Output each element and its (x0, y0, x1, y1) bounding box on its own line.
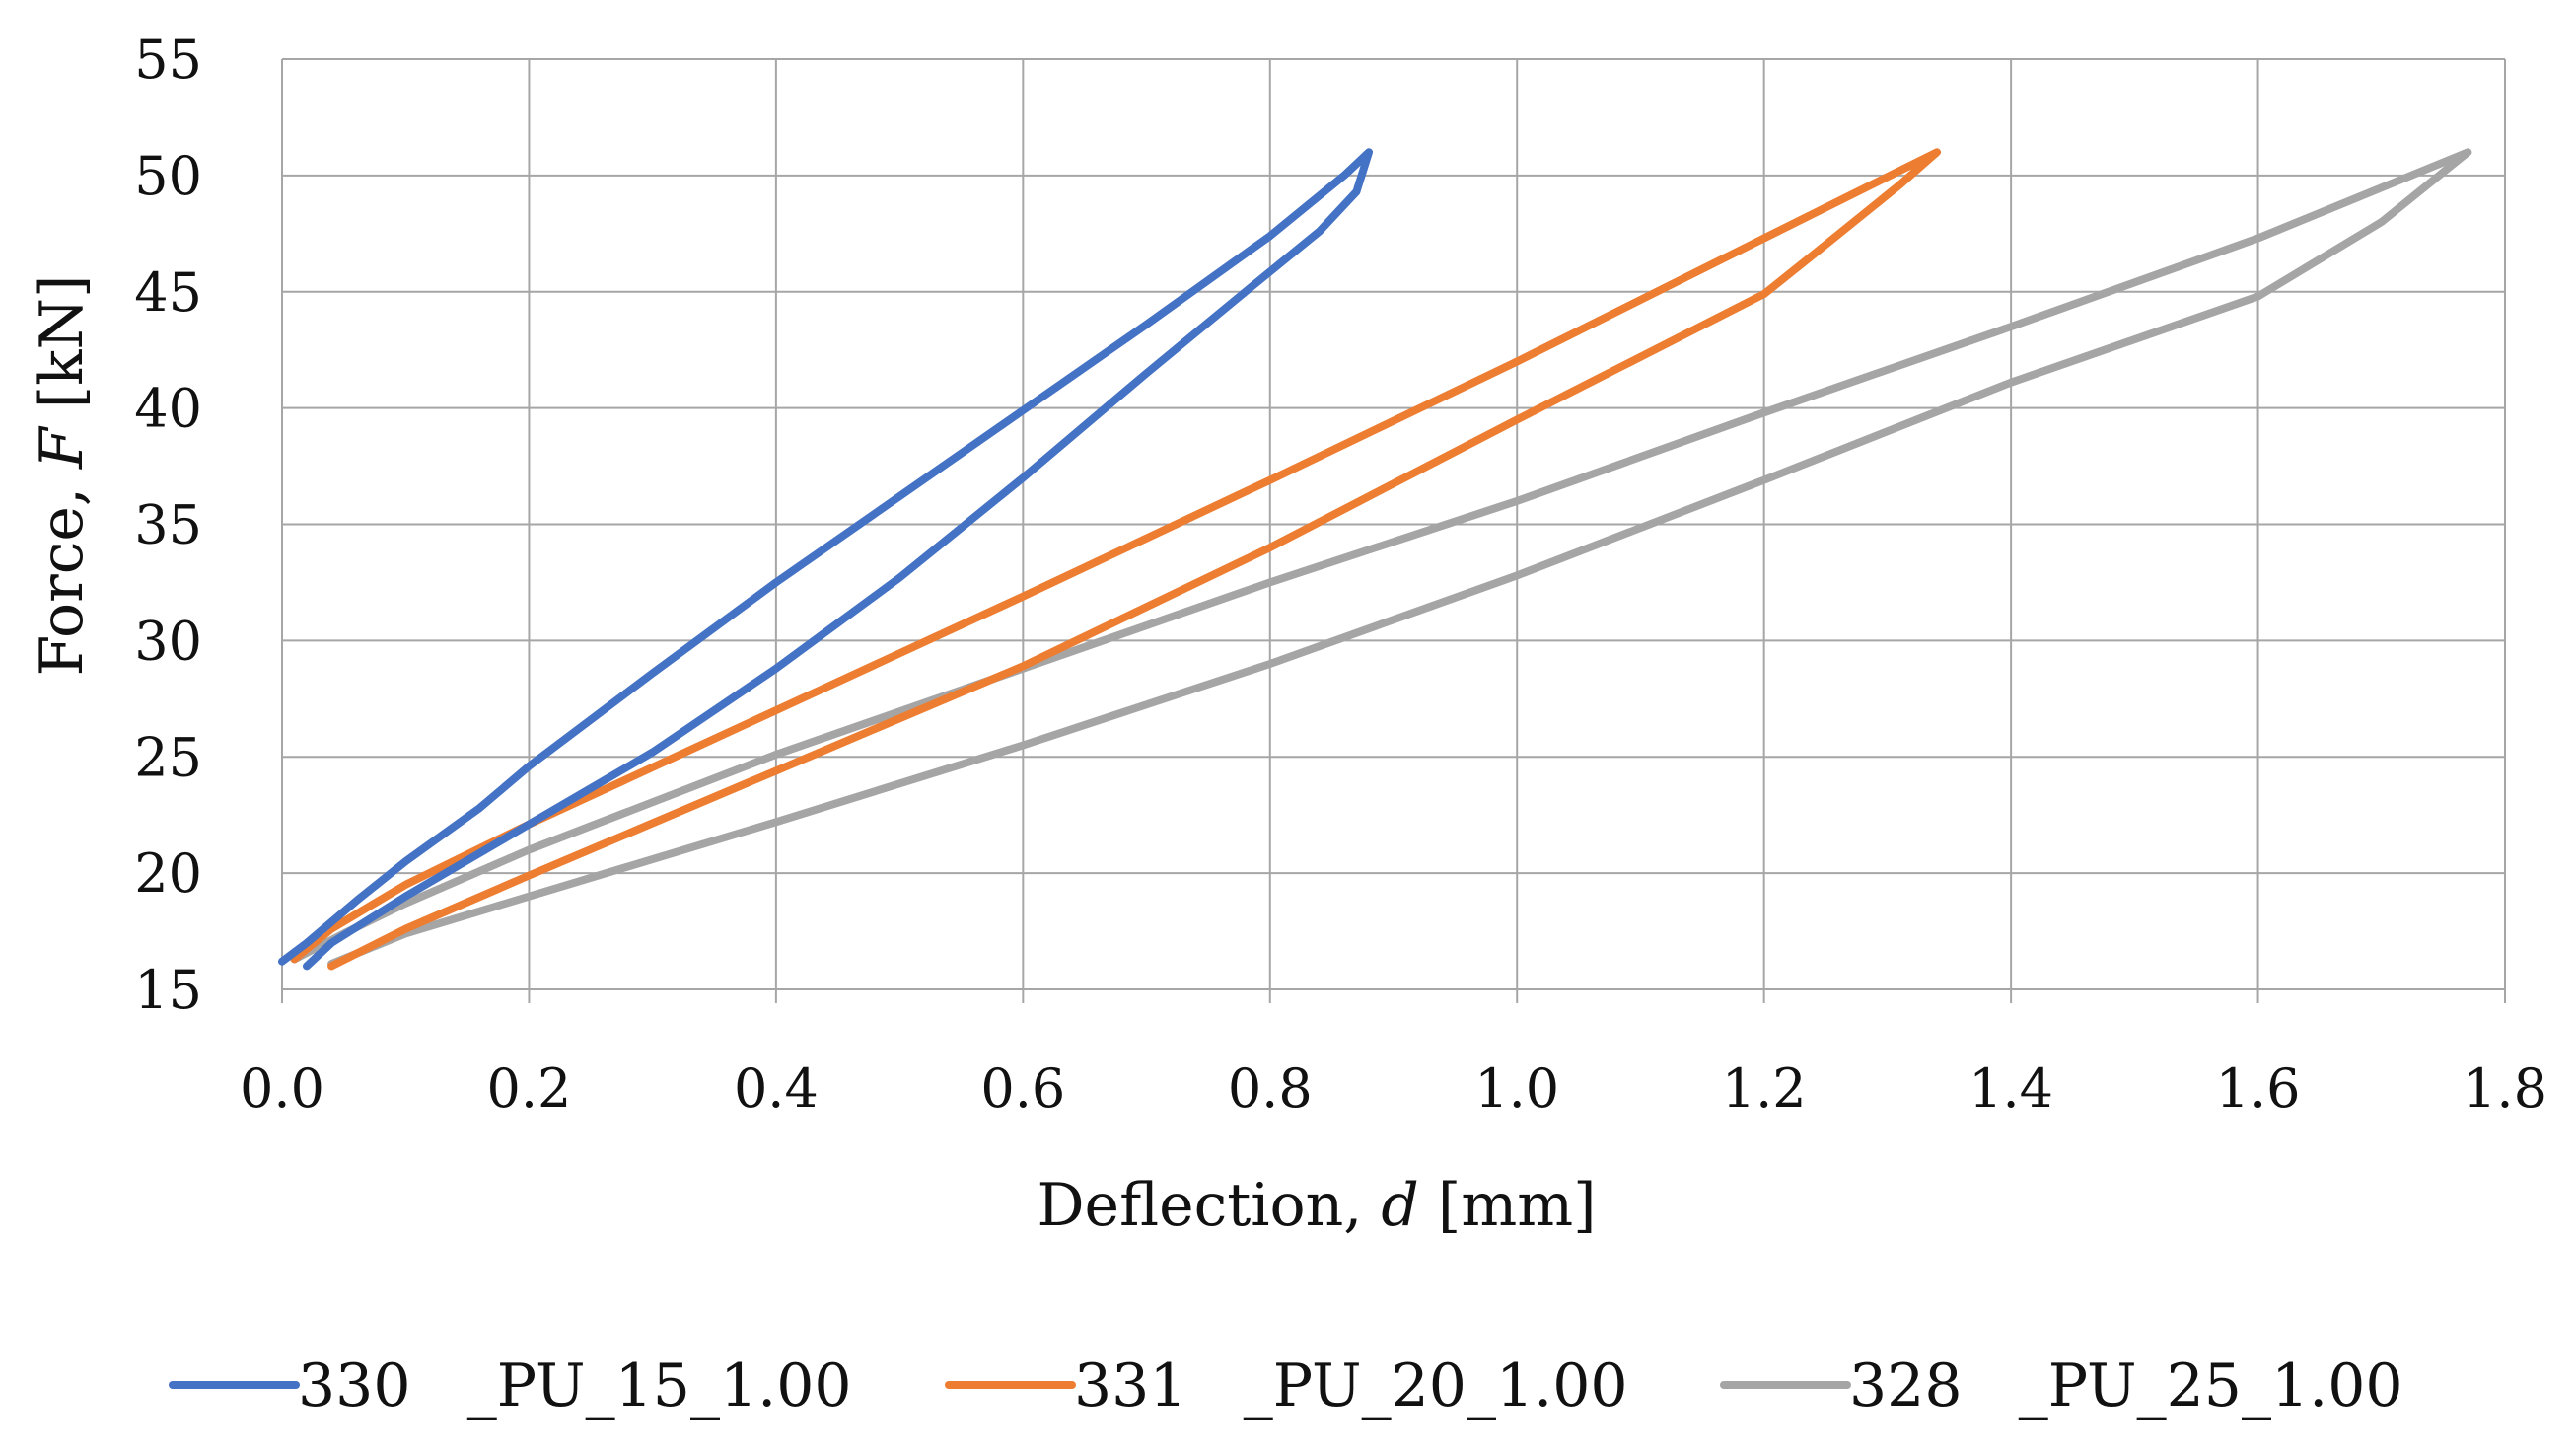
x-tick-label: 0.0 (240, 1057, 324, 1120)
legend-label-328: 328 _PU_25_1.00 (1849, 1351, 2403, 1420)
y-tick-label: 25 (134, 726, 202, 788)
legend-label-330: 330 _PU_15_1.00 (298, 1351, 852, 1420)
y-tick-label: 40 (134, 378, 202, 440)
x-tick-label: 1.6 (2216, 1057, 2301, 1120)
x-tick-label: 1.0 (1474, 1057, 1559, 1120)
y-tick-labels: 15 20 25 30 35 40 45 50 55 (134, 29, 202, 1021)
series-331-line (290, 148, 1941, 971)
grid (281, 58, 2506, 1003)
x-tick-label: 1.4 (1968, 1057, 2053, 1120)
x-tick-labels: 0.0 0.2 0.4 0.6 0.8 1.0 1.2 1.4 1.6 1.8 (240, 1057, 2547, 1120)
x-tick-label: 0.4 (734, 1057, 819, 1120)
x-tick-label: 0.8 (1228, 1057, 1313, 1120)
y-tick-label: 20 (134, 842, 202, 905)
legend: 330 _PU_15_1.00 331 _PU_20_1.00 328 _PU_… (169, 1351, 2403, 1420)
x-axis-title: Deflection, d [mm] (1037, 1171, 1596, 1240)
x-tick-label: 0.6 (980, 1057, 1065, 1120)
x-tick-label: 1.2 (1722, 1057, 1807, 1120)
y-tick-label: 55 (134, 29, 202, 91)
y-tick-label: 50 (134, 145, 202, 207)
y-tick-label: 35 (134, 494, 202, 556)
legend-item-331: 331 _PU_20_1.00 (945, 1351, 1628, 1420)
series-layer (278, 148, 2472, 971)
y-tick-label: 45 (134, 261, 202, 324)
y-axis-title: Force, F [kN] (28, 275, 97, 677)
legend-item-328: 328 _PU_25_1.00 (1720, 1351, 2403, 1420)
y-tick-label: 15 (134, 959, 202, 1021)
x-tick-label: 1.8 (2463, 1057, 2547, 1120)
series-330-line (278, 148, 1373, 971)
series-328-line (290, 148, 2472, 969)
y-tick-label: 30 (134, 610, 202, 672)
x-tick-label: 0.2 (486, 1057, 571, 1120)
legend-item-330: 330 _PU_15_1.00 (169, 1351, 852, 1420)
legend-label-331: 331 _PU_20_1.00 (1074, 1351, 1628, 1420)
